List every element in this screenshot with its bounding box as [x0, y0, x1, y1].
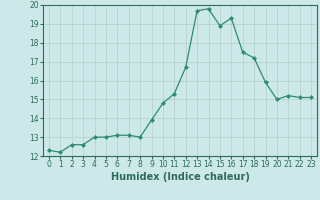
X-axis label: Humidex (Indice chaleur): Humidex (Indice chaleur) [111, 172, 249, 182]
